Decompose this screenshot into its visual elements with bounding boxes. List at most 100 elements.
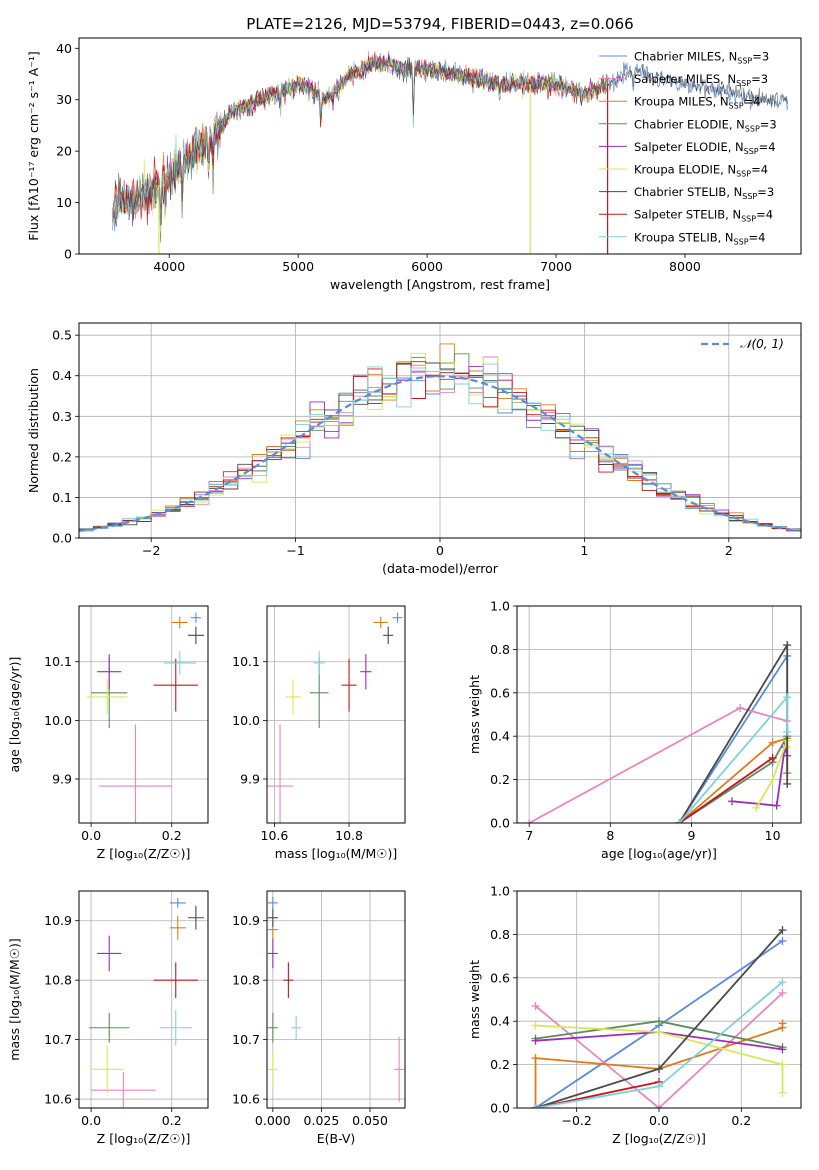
errorbar-point-kroupa-stelib xyxy=(291,1015,302,1040)
y-tick-label: 1.0 xyxy=(490,884,510,899)
chart-residuals: −2 −1 0 1 2 0.0 0.1 0.2 0.3 0.4 0.5 (data-model)/er… xyxy=(26,322,802,576)
y-tick-label: 1.0 xyxy=(490,599,510,614)
y-tick-label: 0.5 xyxy=(52,328,72,343)
histogram-kroupa-stelib xyxy=(79,363,801,531)
legend-entry: Kroupa STELIB, NSSP=4 xyxy=(634,230,765,246)
legend-entry: Salpeter STELIB, NSSP=4 xyxy=(634,208,773,224)
x-tick-label: 10 xyxy=(765,828,781,843)
x-tick-label: 0.0 xyxy=(81,828,101,843)
errorbar-point-kroupa-elodie xyxy=(91,1045,124,1094)
y-tick-label: 10.8 xyxy=(232,973,260,988)
y-tick-label: 10.9 xyxy=(232,913,260,928)
x-tick-label: 0.2 xyxy=(731,1113,751,1128)
errorbar-point-chabrier-elodie xyxy=(267,1012,278,1043)
errorbar-point-salpeter-miles xyxy=(394,1036,405,1103)
plot-area xyxy=(267,896,405,1103)
x-tick-label: 4000 xyxy=(153,259,185,274)
y-tick-label: 0.2 xyxy=(490,1057,510,1072)
errorbar-point-kroupa-miles xyxy=(171,616,188,629)
legend-entry: Salpeter MILES, NSSP=3 xyxy=(634,72,768,88)
y-axis-label: Flux [fλ10⁻¹⁷ erg cm⁻² s⁻¹ A⁻¹] xyxy=(26,51,41,240)
plot-area xyxy=(112,50,789,254)
x-axis-label: mass [log₁₀(M/M☉)] xyxy=(275,846,397,861)
errorbar-point-salpeter-stelib xyxy=(153,658,198,712)
weight-line-salpeter-miles xyxy=(528,707,788,823)
errorbar-point-salpeter-elodie xyxy=(97,654,122,690)
y-tick-label: 10.6 xyxy=(44,1092,72,1107)
y-tick-label: 0.8 xyxy=(490,927,510,942)
x-axis-label: Z [log₁₀(Z/Z☉)] xyxy=(97,846,191,861)
y-tick-label: 0.0 xyxy=(490,1101,510,1116)
y-tick-label: 10 xyxy=(56,195,72,210)
errorbar-point-kroupa-miles xyxy=(169,915,186,940)
weight-marker xyxy=(783,693,792,702)
weight-marker xyxy=(783,779,792,788)
y-tick-label: 10.7 xyxy=(232,1032,260,1047)
weight-marker xyxy=(531,1002,540,1011)
x-axis-label: (data-model)/error xyxy=(382,561,499,576)
errorbar-point-kroupa-elodie xyxy=(285,679,301,715)
y-tick-label: 10.1 xyxy=(232,654,260,669)
chart-mass-vs-Z: 0.0 0.2 10.6 10.7 10.8 10.9 Z [log₁₀(Z/Z☉)] mas… xyxy=(7,890,209,1146)
y-tick-label: 0.0 xyxy=(490,816,510,831)
x-tick-label: 10.8 xyxy=(335,828,363,843)
weight-marker xyxy=(531,1054,540,1063)
x-tick-label: −1 xyxy=(286,543,304,558)
x-axis-label: age [log₁₀(age/yr)] xyxy=(601,846,717,861)
legend-entry: Chabrier ELODIE, NSSP=3 xyxy=(634,117,777,133)
errorbar-point-kroupa-stelib xyxy=(313,651,325,675)
errorbar-point-salpeter-miles xyxy=(91,1072,156,1108)
chart-spectrum: 4000 5000 6000 7000 8000 0 10 20 30 40 wavelength … xyxy=(26,37,802,292)
errorbar-point-kroupa-stelib xyxy=(159,1009,192,1046)
legend-entry: Chabrier STELIB, NSSP=3 xyxy=(634,185,774,201)
axes-frame xyxy=(78,322,802,539)
y-tick-label: 0 xyxy=(64,247,72,262)
histogram-salpeter-stelib xyxy=(79,362,801,531)
chart-mass-vs-ebv: 0.000 0.025 0.050 10.6 10.7 10.8 10.9 E(B-V) xyxy=(232,890,406,1146)
y-tick-label: 9.9 xyxy=(240,772,260,787)
x-tick-label: 0.0 xyxy=(649,1113,669,1128)
x-tick-label: 8000 xyxy=(669,259,701,274)
weight-marker xyxy=(531,1021,540,1030)
errorbar-point-chabrier-miles xyxy=(392,612,403,623)
weight-marker xyxy=(783,727,792,736)
plot-area xyxy=(79,343,801,532)
axes-frame xyxy=(516,605,802,824)
axes-frame xyxy=(78,37,802,255)
y-tick-label: 0.4 xyxy=(490,1014,510,1029)
y-tick-label: 0.3 xyxy=(52,409,72,424)
weight-marker xyxy=(728,797,737,806)
errorbar-point-chabrier-stelib xyxy=(383,626,394,645)
x-tick-label: 7 xyxy=(525,828,533,843)
weight-marker xyxy=(778,978,787,987)
x-axis-label: Z [log₁₀(Z/Z☉)] xyxy=(612,1131,706,1146)
weight-marker xyxy=(675,819,684,823)
weight-line-salpeter-elodie xyxy=(731,746,789,807)
y-tick-label: 0.2 xyxy=(490,772,510,787)
y-tick-label: 10.6 xyxy=(232,1092,260,1107)
y-tick-label: 20 xyxy=(56,144,72,159)
weight-marker xyxy=(778,926,787,935)
y-tick-label: 10.0 xyxy=(232,713,260,728)
weight-marker xyxy=(655,1028,663,1037)
plot-area xyxy=(87,612,204,823)
plot-area xyxy=(525,641,792,823)
axes-frame xyxy=(78,605,209,824)
figure-title: PLATE=2126, MJD=53794, FIBERID=0443, z=0… xyxy=(246,15,633,33)
x-tick-label: −2 xyxy=(142,543,160,558)
spectrum-legend: Chabrier MILES, NSSP=3 Salpeter MILES, NS… xyxy=(599,50,777,246)
y-tick-label: 10.9 xyxy=(44,913,72,928)
y-tick-label: 9.9 xyxy=(52,772,72,787)
errorbar-point-chabrier-stelib xyxy=(267,908,278,927)
y-tick-label: 10.1 xyxy=(44,654,72,669)
y-tick-label: 0.4 xyxy=(490,729,510,744)
x-tick-label: −0.2 xyxy=(562,1113,592,1128)
weight-marker xyxy=(778,1060,787,1069)
x-tick-label: 6000 xyxy=(411,259,443,274)
weight-marker xyxy=(531,1036,540,1045)
x-axis-label: wavelength [Angstrom, rest frame] xyxy=(330,277,550,292)
x-tick-label: 0.2 xyxy=(162,828,182,843)
errorbar-point-salpeter-elodie xyxy=(267,938,278,969)
weight-marker xyxy=(778,1045,787,1054)
